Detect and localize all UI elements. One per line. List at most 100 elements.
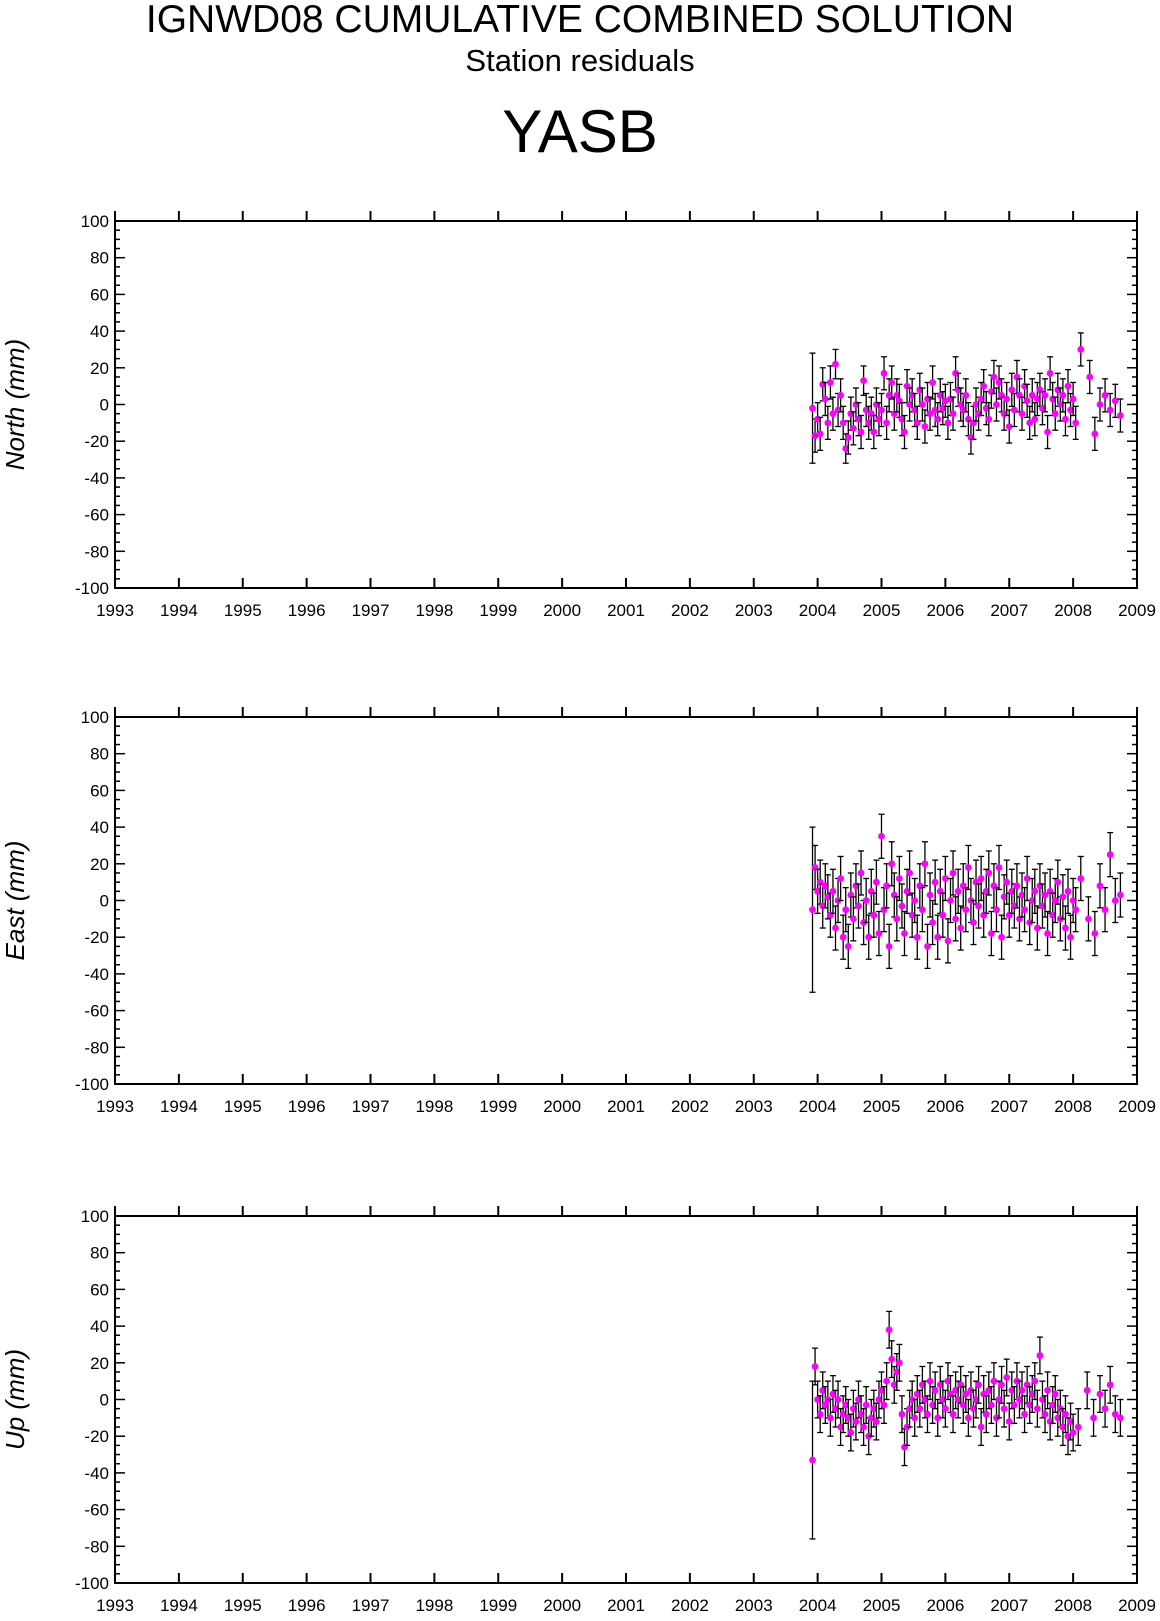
y-tick-label: -100 <box>75 1075 109 1094</box>
data-point <box>849 1405 857 1413</box>
data-point <box>1003 878 1011 886</box>
y-tick-label: -80 <box>84 1038 109 1057</box>
x-tick-label: 1998 <box>415 1097 453 1116</box>
data-point <box>936 391 944 399</box>
data-point <box>893 391 901 399</box>
data-point <box>1059 391 1067 399</box>
data-point <box>849 424 857 432</box>
data-point <box>844 434 852 441</box>
data-point <box>918 906 926 914</box>
data-point <box>834 1396 842 1403</box>
data-point <box>947 897 954 904</box>
data-point <box>811 1363 819 1370</box>
data-point <box>987 1401 995 1409</box>
x-tick-label: 2006 <box>926 601 964 620</box>
x-tick-label: 2007 <box>990 1097 1028 1116</box>
data-point <box>1000 1405 1008 1413</box>
data-point <box>962 1390 970 1398</box>
x-tick-label: 1997 <box>352 601 390 620</box>
data-point <box>814 887 822 895</box>
data-point <box>1059 893 1067 901</box>
data-point <box>941 1405 949 1413</box>
y-tick-label: -60 <box>84 1501 109 1520</box>
data-point <box>921 860 929 868</box>
data-point <box>911 897 919 904</box>
y-tick-label: -20 <box>84 1427 109 1446</box>
x-tick-label: 1998 <box>415 601 453 620</box>
data-point <box>949 410 957 418</box>
data-point <box>839 419 847 427</box>
data-point <box>913 419 921 427</box>
data-point <box>1083 1386 1091 1394</box>
page-subtitle: Station residuals <box>465 43 695 78</box>
data-point <box>855 902 862 910</box>
data-point <box>1116 412 1124 419</box>
data-point <box>982 1410 990 1418</box>
y-tick-label: -40 <box>84 1464 109 1483</box>
data-point <box>1041 391 1049 399</box>
data-point <box>883 882 891 890</box>
data-point <box>962 906 970 914</box>
data-point <box>1096 882 1104 890</box>
data-point <box>944 1377 952 1385</box>
data-point <box>888 1355 896 1363</box>
data-point <box>972 1396 980 1403</box>
plot-frame <box>114 220 1138 589</box>
data-point <box>885 391 893 399</box>
data-point <box>885 942 893 950</box>
data-point <box>941 875 949 882</box>
data-point <box>980 382 988 390</box>
data-point <box>819 1386 827 1394</box>
data-point <box>972 401 980 408</box>
x-tick-label: 2004 <box>799 601 837 620</box>
y-tick-label: 100 <box>81 1207 109 1226</box>
page-title: IGNWD08 CUMULATIVE COMBINED SOLUTION <box>145 0 1015 41</box>
data-point <box>939 404 947 412</box>
x-tick-label: 1994 <box>160 1596 198 1615</box>
y-tick-label: -60 <box>84 506 109 525</box>
data-point <box>1051 897 1059 904</box>
data-point <box>855 415 862 423</box>
panel-north: 100 80 60 40 20 0 -20 -40 -60 -80 -100 1993 1994 1995… <box>0 211 1156 620</box>
data-point <box>857 428 865 436</box>
data-point <box>985 1386 993 1394</box>
y-tick-label: 20 <box>90 855 109 874</box>
x-tick-label: 2005 <box>863 601 901 620</box>
data-point <box>824 893 832 901</box>
x-tick-label: 2008 <box>1054 1596 1092 1615</box>
data-point <box>1064 1432 1072 1440</box>
data-point <box>954 1396 962 1403</box>
data-point <box>1106 406 1114 414</box>
x-tick-label: 1995 <box>224 601 262 620</box>
data-point <box>857 1410 865 1418</box>
data-point <box>1026 419 1034 427</box>
y-tick-label: 40 <box>90 818 109 837</box>
data-point <box>1041 891 1049 899</box>
data-point <box>926 410 934 418</box>
data-point <box>975 902 982 910</box>
data-point <box>1005 423 1013 430</box>
data-point <box>1064 887 1072 895</box>
y-tick-label: -40 <box>84 965 109 984</box>
data-point <box>883 1377 891 1385</box>
data-point <box>1116 891 1124 899</box>
data-point <box>862 1401 870 1409</box>
station-name: YASB <box>502 98 658 165</box>
data-point <box>872 1418 880 1425</box>
data-point <box>1062 1410 1069 1418</box>
x-tick-label: 1995 <box>224 1097 262 1116</box>
data-point <box>872 878 880 886</box>
data-point <box>1010 1401 1018 1409</box>
data-point <box>995 1396 1003 1403</box>
data-point <box>1051 410 1059 418</box>
data-point <box>990 373 998 381</box>
x-tick-label: 2005 <box>863 1097 901 1116</box>
x-tick-label: 2006 <box>926 1596 964 1615</box>
x-tick-label: 1999 <box>479 601 517 620</box>
y-tick-label: 20 <box>90 359 109 378</box>
data-point <box>842 906 850 914</box>
x-tick-label: 2002 <box>671 1596 709 1615</box>
x-tick-label: 2001 <box>607 601 645 620</box>
data-point <box>1069 1429 1077 1436</box>
x-tick-label: 1997 <box>352 1596 390 1615</box>
